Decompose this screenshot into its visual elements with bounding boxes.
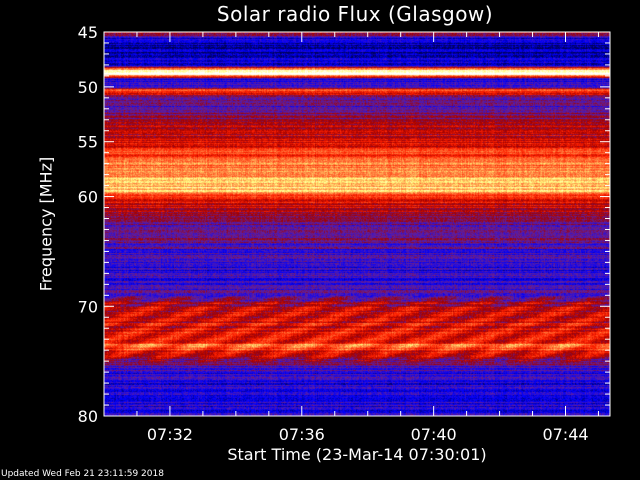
plot-frame	[103, 31, 611, 417]
y-tick-label: 80	[78, 407, 98, 426]
y-tick-label: 55	[78, 133, 98, 152]
y-axis-label: Frequency [MHz]	[36, 156, 56, 292]
y-tick-label: 45	[78, 23, 98, 42]
x-tick-label: 07:44	[542, 425, 588, 444]
y-tick-label: 60	[78, 188, 98, 207]
y-tick-label: 70	[78, 297, 98, 316]
x-tick-label: 07:40	[411, 425, 457, 444]
chart-title: Solar radio Flux (Glasgow)	[216, 2, 494, 26]
x-axis-label: Start Time (23-Mar-14 07:30:01)	[227, 445, 487, 464]
spectrogram-heatmap	[104, 32, 610, 416]
x-tick-label: 07:32	[147, 425, 193, 444]
y-tick-label: 50	[78, 78, 98, 97]
updated-timestamp: Updated Wed Feb 21 23:11:59 2018	[1, 469, 164, 479]
x-tick-label: 07:36	[279, 425, 325, 444]
